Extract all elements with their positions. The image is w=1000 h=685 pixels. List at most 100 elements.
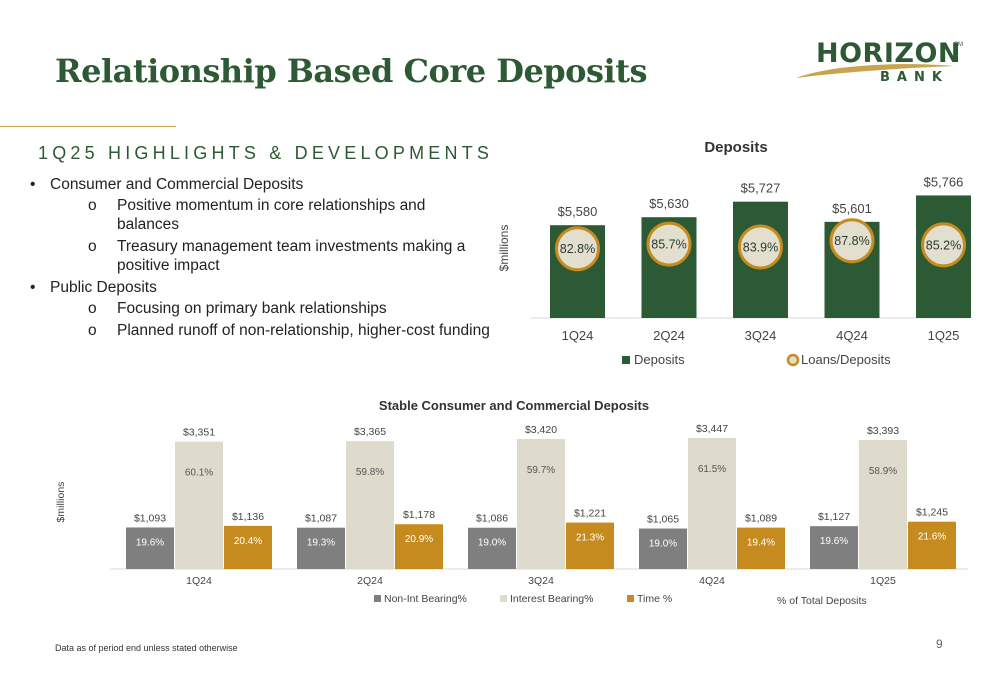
logo-service-mark: SM [954,42,963,48]
non-int-bearing-bar [126,527,174,569]
pct-label: 61.5% [698,464,726,475]
time-bar [908,521,956,569]
ratio-label: 85.7% [651,238,686,252]
bar-value-label: $1,065 [647,514,679,526]
bar-value-label: $1,086 [476,513,508,525]
x-tick-label: 4Q24 [699,575,725,587]
pct-label: 59.8% [356,467,384,478]
bar-value-label: $1,087 [305,513,337,525]
ratio-label: 85.2% [926,238,961,252]
legend-label-non-int-bearing: Non-Int Bearing% [384,593,467,605]
interest-bearing-bar [175,441,223,569]
y-axis-label: $millions [55,482,67,523]
x-tick-label: 1Q24 [186,575,212,587]
non-int-bearing-bar [810,526,858,569]
bar-value-label: $5,601 [832,201,872,216]
interest-bearing-bar [688,438,736,569]
sub-bullet-item: o Planned runoff of non-relationship, hig… [88,322,490,339]
pct-label: 19.6% [136,537,164,548]
bar-value-label: $5,766 [924,174,964,189]
interest-bearing-bar [346,441,394,569]
bar-value-label: $5,727 [741,181,781,196]
sub-bullet-item: o Positive momentum in core relationships… [88,197,426,233]
title-divider [0,126,176,127]
legend-label-time: Time % [637,593,672,605]
chart-title: Deposits [704,139,767,156]
pct-label: 21.3% [576,533,604,544]
pct-label: 19.4% [747,538,775,549]
bar-value-label: $5,630 [649,196,689,211]
pct-label: 19.0% [478,538,506,549]
pct-label: 60.1% [185,468,213,479]
interest-bearing-bar [859,440,907,569]
loans-deposits-marker [921,222,966,268]
legend-label-ratio: Loans/Deposits [801,352,891,367]
bullet-item: • Public Deposits [30,279,157,296]
horizon-bank-logo: HORIZON BANK SM [794,38,964,93]
logo-subtitle: BANK [880,70,949,85]
non-int-bearing-bar [468,527,516,569]
page-title: Relationship Based Core Deposits [55,52,647,90]
x-tick-label: 1Q24 [562,328,594,343]
logo-swoosh-icon [796,64,954,78]
loans-deposits-marker [829,218,875,264]
time-bar [224,525,272,569]
pct-label: 19.6% [820,536,848,547]
pct-label: 58.9% [869,466,897,477]
pct-label: 20.9% [405,534,433,545]
x-tick-label: 2Q24 [357,575,383,587]
x-tick-label: 1Q25 [870,575,896,587]
loans-deposits-marker [555,226,600,272]
logo-wordmark: HORIZON [816,38,962,69]
bar-value-label: $1,089 [745,513,777,525]
bar-value-label: $3,365 [354,426,386,438]
loans-deposits-marker [646,221,692,267]
bar-value-label: $3,447 [696,423,728,435]
legend-note: % of Total Deposits [777,595,867,607]
legend-swatch-interest-bearing [500,595,507,602]
x-tick-label: 1Q25 [928,328,960,343]
x-tick-label: 3Q24 [745,328,777,343]
bar-value-label: $1,093 [134,512,166,524]
legend-swatch-non-int-bearing [374,595,381,602]
pct-label: 20.4% [234,536,262,547]
bar-value-label: $1,221 [574,508,606,520]
bar-value-label: $1,245 [916,507,948,519]
time-bar [566,522,614,569]
ratio-label: 87.8% [834,234,869,248]
chart-title: Stable Consumer and Commercial Deposits [379,398,649,413]
legend-swatch-ratio [786,353,800,367]
page-number: 9 [936,637,943,651]
pct-label: 59.7% [527,465,555,476]
interest-bearing-bar [517,439,565,569]
pct-label: 19.3% [307,538,335,549]
legend-swatch-time [627,595,634,602]
highlights-heading: 1Q25 HIGHLIGHTS & DEVELOPMENTS [38,143,494,163]
pct-label: 21.6% [918,532,946,543]
stable-deposits-chart: Stable Consumer and Commercial Deposits $… [55,398,968,607]
non-int-bearing-bar [639,528,687,569]
pct-label: 19.0% [649,539,677,550]
legend-swatch-deposits [622,356,630,364]
time-bar [395,524,443,569]
highlights-list: • Consumer and Commercial Deposits o Posit… [30,175,490,343]
ratio-label: 82.8% [560,242,595,256]
bar-value-label: $5,580 [558,204,598,219]
bar-value-label: $3,351 [183,427,215,439]
legend-label-deposits: Deposits [634,352,685,367]
non-int-bearing-bar [297,527,345,569]
footnote: Data as of period end unless stated othe… [55,643,238,653]
bar-value-label: $3,420 [525,424,557,436]
loans-deposits-marker [738,224,783,270]
sub-bullet-item: o Treasury management team investments ma… [88,238,466,274]
bar-value-label: $1,178 [403,509,435,521]
bar-value-label: $1,136 [232,511,264,523]
bullet-item: • Consumer and Commercial Deposits [30,176,304,193]
x-tick-label: 3Q24 [528,575,554,587]
deposits-chart: Deposits $millions $5,580 82.8% 1Q24 $5,630 85… [497,139,971,367]
y-axis-label: $millions [497,225,511,272]
bar-value-label: $1,127 [818,511,850,523]
legend-label-interest-bearing: Interest Bearing% [510,593,593,605]
time-bar [737,527,785,569]
x-tick-label: 2Q24 [653,328,685,343]
